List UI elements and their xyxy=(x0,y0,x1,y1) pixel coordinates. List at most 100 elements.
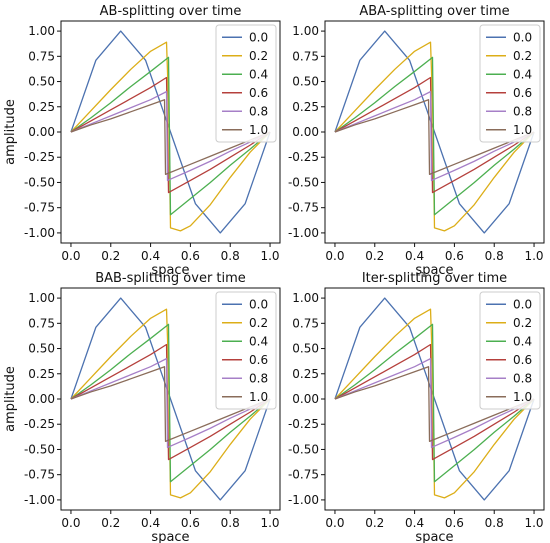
y-tick-label: -0.75 xyxy=(288,468,319,482)
y-tick-label: 1.00 xyxy=(292,24,319,38)
chart-title: Iter-splitting over time xyxy=(362,271,507,286)
y-tick-label: 0.00 xyxy=(292,125,319,139)
y-tick-label: -0.75 xyxy=(24,201,55,215)
y-tick-label: -0.50 xyxy=(24,175,55,189)
legend-label: 0.6 xyxy=(513,86,532,100)
y-tick-label: 0.25 xyxy=(28,367,55,381)
x-tick-label: 0.0 xyxy=(325,249,344,263)
x-tick-label: 0.8 xyxy=(221,249,240,263)
x-axis-label: space xyxy=(151,530,189,543)
series-line xyxy=(334,297,535,501)
x-tick-label: 0.4 xyxy=(405,249,424,263)
legend: 0.0 0.2 0.4 0.6 0.8 1.0 xyxy=(215,291,277,410)
x-tick-label: 0.4 xyxy=(141,249,160,263)
y-tick-label: 0.00 xyxy=(292,392,319,406)
x-tick-label: 1.0 xyxy=(260,516,279,530)
x-tick-label: 1.0 xyxy=(524,249,543,263)
legend-label: 0.6 xyxy=(249,86,268,100)
series-line xyxy=(334,90,535,182)
series-lines xyxy=(70,30,271,234)
legend-label: 0.2 xyxy=(513,316,532,330)
x-tick-label: 0.6 xyxy=(445,516,464,530)
x-tick-label: 0.6 xyxy=(181,516,200,530)
series-line xyxy=(70,99,271,176)
series-line xyxy=(70,90,271,182)
legend-label: 0.0 xyxy=(513,30,532,44)
series-lines xyxy=(334,297,535,501)
legend-label: 1.0 xyxy=(513,123,532,137)
legend-label: 1.0 xyxy=(249,390,268,404)
series-line xyxy=(334,357,535,449)
series-lines xyxy=(70,297,271,501)
chart-title: AB-splitting over time xyxy=(100,4,242,19)
x-tick-label: 0.8 xyxy=(485,249,504,263)
x-tick-label: 0.6 xyxy=(181,249,200,263)
y-tick-label: 0.75 xyxy=(292,316,319,330)
y-tick-label: 0.25 xyxy=(292,100,319,114)
y-axis-label: amplitude xyxy=(3,366,18,432)
legend-label: 0.2 xyxy=(513,49,532,63)
y-tick-label: 0.25 xyxy=(292,367,319,381)
chart-panel: Iter-splitting over time 0.0 0.2 0.4 0.6 0.8 1… xyxy=(288,271,545,543)
y-tick-label: 0.50 xyxy=(28,342,55,356)
y-tick-label: 0.50 xyxy=(292,75,319,89)
series-line xyxy=(334,56,535,216)
chart-title: BAB-splitting over time xyxy=(95,271,246,286)
legend: 0.0 0.2 0.4 0.6 0.8 1.0 xyxy=(479,24,541,143)
y-tick-label: -0.50 xyxy=(24,442,55,456)
series-line xyxy=(70,357,271,449)
x-tick-label: 0.4 xyxy=(405,516,424,530)
legend-label: 0.4 xyxy=(249,334,268,348)
legend-label: 0.0 xyxy=(249,30,268,44)
y-tick-label: 0.25 xyxy=(28,100,55,114)
legend-box xyxy=(215,291,277,410)
legend-label: 0.2 xyxy=(249,49,268,63)
series-line xyxy=(70,56,271,216)
chart-panel: AB-splitting over time 0.0 0.2 0.4 0.6 0.8 1.0… xyxy=(3,4,281,278)
y-tick-label: 0.75 xyxy=(292,49,319,63)
legend-label: 0.4 xyxy=(513,67,532,81)
x-axis-label: space xyxy=(151,263,189,278)
legend-label: 0.6 xyxy=(249,353,268,367)
series-line xyxy=(70,366,271,443)
y-tick-label: -0.75 xyxy=(288,201,319,215)
legend-label: 0.4 xyxy=(249,67,268,81)
series-line xyxy=(70,30,271,234)
y-tick-label: -0.50 xyxy=(288,175,319,189)
legend-label: 0.0 xyxy=(513,297,532,311)
y-tick-label: -1.00 xyxy=(288,226,319,240)
legend-label: 0.4 xyxy=(513,334,532,348)
legend-label: 0.8 xyxy=(513,371,532,385)
y-tick-label: -0.50 xyxy=(288,442,319,456)
x-tick-label: 0.0 xyxy=(61,249,80,263)
y-tick-label: 0.75 xyxy=(28,49,55,63)
x-tick-label: 0.6 xyxy=(445,249,464,263)
legend-label: 0.8 xyxy=(513,104,532,118)
y-tick-label: -1.00 xyxy=(288,493,319,507)
x-tick-label: 0.8 xyxy=(221,516,240,530)
legend-box xyxy=(479,24,541,143)
x-axis-label: space xyxy=(415,263,453,278)
y-tick-label: 0.00 xyxy=(28,125,55,139)
series-line xyxy=(70,297,271,501)
y-tick-label: -0.25 xyxy=(288,417,319,431)
x-tick-label: 0.2 xyxy=(365,249,384,263)
series-line xyxy=(334,99,535,176)
series-line xyxy=(334,323,535,483)
y-tick-label: -0.25 xyxy=(24,417,55,431)
x-tick-label: 0.2 xyxy=(365,516,384,530)
y-tick-label: -1.00 xyxy=(24,226,55,240)
legend-label: 1.0 xyxy=(513,390,532,404)
y-tick-label: -0.25 xyxy=(24,150,55,164)
x-axis-label: space xyxy=(415,530,453,543)
legend-box xyxy=(479,291,541,410)
y-tick-label: 0.50 xyxy=(292,342,319,356)
y-axis-label: amplitude xyxy=(3,99,18,165)
legend-label: 0.6 xyxy=(513,353,532,367)
legend-label: 0.8 xyxy=(249,371,268,385)
chart-title: ABA-splitting over time xyxy=(359,4,509,19)
legend: 0.0 0.2 0.4 0.6 0.8 1.0 xyxy=(215,24,277,143)
series-lines xyxy=(334,30,535,234)
y-tick-label: 0.00 xyxy=(28,392,55,406)
